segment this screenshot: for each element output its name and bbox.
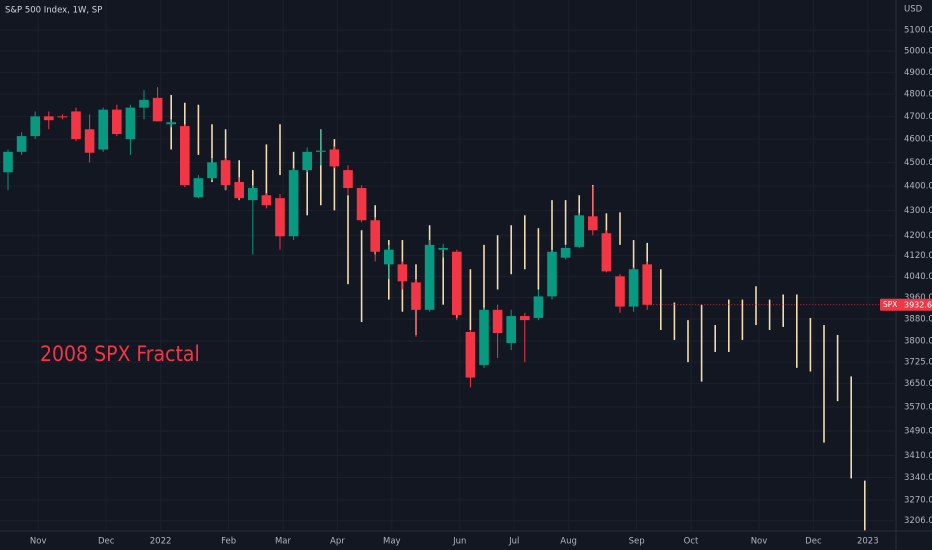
y-axis-label: USD [904,5,923,15]
x-tick-label: Apr [330,537,345,547]
y-tick-label: 4500.00 [904,158,932,168]
candle-body [139,99,149,108]
x-tick-label: Nov [30,537,47,547]
y-tick-label: 3570.00 [904,403,932,413]
candle-body [112,109,122,135]
candle-body [370,220,380,252]
y-tick-label: 4600.00 [904,135,932,145]
candle-body [397,264,408,282]
y-tick-label: 3960.00 [904,293,932,303]
candle-body [343,170,353,189]
candle-body [465,331,476,378]
candle-body [261,195,272,206]
y-tick-label: 3880.00 [904,315,932,325]
candle-body [16,136,27,152]
x-tick-label: Aug [560,537,577,547]
y-tick-label: 4040.00 [904,272,932,282]
candle-body [615,276,625,307]
candle-body [275,198,285,237]
candle-body [479,309,489,365]
y-tick-label: 3800.00 [904,337,932,347]
candle-body [438,247,448,250]
y-tick-label: 4400.00 [904,182,932,192]
chart-title: S&P 500 Index, 1W, SP [5,6,102,16]
y-tick-label: 3410.00 [904,451,932,461]
candle-body [288,170,299,237]
last-price-badge [880,298,932,311]
x-tick-label: Jun [452,537,466,547]
candle-body [57,116,68,118]
marks [3,87,896,531]
candle-body [574,215,584,247]
y-tick-label: 5100.00 [904,26,932,36]
x-tick-label: Sep [629,537,645,547]
candle-body [533,296,544,318]
candle-body [98,109,108,150]
x-tick-label: Jul [508,537,519,547]
candle-body [302,151,312,171]
last-price-label: 3932.68 [904,300,932,309]
x-tick-label: Nov [751,537,768,547]
y-tick-label: 5000.00 [904,46,932,56]
candle-body [560,247,571,258]
y-tick-label: 3650.00 [904,379,932,389]
candle-body [520,316,530,321]
y-tick-label: 4120.00 [904,251,932,261]
x-tick-label: Mar [275,537,292,547]
candle-body [234,182,244,199]
x-tick-label: Feb [221,537,236,547]
y-tick-label: 3490.00 [904,427,932,437]
candle-body [588,216,598,231]
candle-body [125,107,136,140]
candle-body [601,233,612,272]
candle-body [452,251,462,315]
candle-body [329,149,340,167]
x-tick-label: Dec [805,537,822,547]
candle-body [384,249,394,265]
y-tick-label: 4300.00 [904,206,932,216]
y-tick-label: 4900.00 [904,68,932,78]
x-tick-label: May [383,537,401,547]
y-tick-label: 3270.00 [904,495,932,505]
candle-body [506,316,516,344]
x-tick-label: Dec [98,537,115,547]
candle-body [84,129,95,153]
candle-body [356,188,367,221]
candle-body [628,269,639,307]
candle-body [3,151,13,173]
x-tick-label: 2023 [857,537,879,547]
candle-body [248,188,258,201]
annotation: 2008 SPX Fractal [40,342,200,366]
y-tick-label: 4700.00 [904,112,932,122]
candle-body [180,126,190,186]
x-tick-label: 2022 [150,537,172,547]
y-tick-label: 3206.00 [904,516,932,526]
candle-body [411,282,421,310]
candle-body [193,178,204,198]
candle-body [30,116,40,137]
candle-body [424,244,435,310]
candle-body [547,251,557,297]
candle-body [492,309,503,334]
last-symbol: SPX [883,300,897,309]
candle-body [316,150,326,152]
grid [0,0,896,531]
candle-body [166,122,176,125]
candle-body [152,97,163,122]
candle-body [71,111,81,140]
x-tick-label: Oct [684,537,699,547]
candle-body [207,162,217,179]
y-tick-label: 4200.00 [904,231,932,241]
candle-body [220,160,231,186]
candle-body [642,264,652,305]
candle-body [44,116,54,121]
y-tick-label: 3725.00 [904,358,932,368]
y-tick-label: 3340.00 [904,473,932,483]
y-tick-label: 4800.00 [904,90,932,100]
